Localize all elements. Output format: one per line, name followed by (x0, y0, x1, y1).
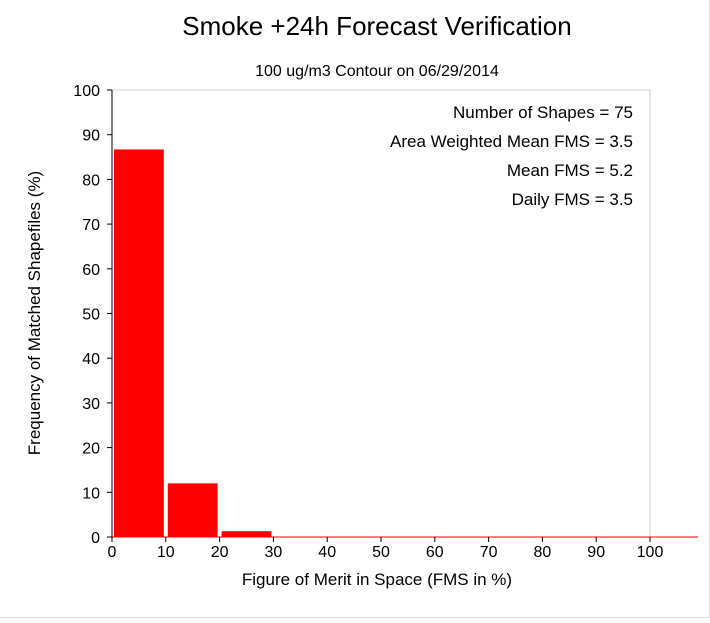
x-tick-label-3: 30 (265, 544, 283, 561)
stat-annotation-0: Number of Shapes = 75 (453, 103, 633, 122)
y-tick-label-3: 30 (82, 396, 100, 413)
x-tick-label-10: 100 (637, 544, 664, 561)
y-tick-label-5: 50 (82, 307, 100, 324)
y-tick-label-4: 40 (82, 351, 100, 368)
x-tick-label-1: 10 (157, 544, 175, 561)
x-tick-label-5: 50 (372, 544, 390, 561)
y-axis-label: Frequency of Matched Shapefiles (%) (25, 171, 44, 455)
bars-layer (112, 149, 698, 538)
x-tick-label-4: 40 (318, 544, 336, 561)
histogram-bar-1 (167, 483, 218, 537)
x-tick-label-6: 60 (426, 544, 444, 561)
chart-title: Smoke +24h Forecast Verification (182, 11, 571, 41)
y-tick-label-6: 60 (82, 262, 100, 279)
y-tick-label-1: 10 (82, 485, 100, 502)
y-tick-label-10: 100 (73, 83, 100, 100)
ticks-layer: 0 10 20 30 40 50 60 70 80 90 100 0 10 20 30 40 50 60 70 80 9… (73, 83, 663, 561)
stat-annotation-2: Mean FMS = 5.2 (507, 161, 633, 180)
histogram-bar-2 (221, 531, 272, 537)
x-tick-label-7: 70 (480, 544, 498, 561)
chart-subtitle: 100 ug/m3 Contour on 06/29/2014 (255, 63, 499, 80)
plot-frame (111, 89, 651, 538)
stat-annotation-1: Area Weighted Mean FMS = 3.5 (390, 132, 633, 151)
x-axis-label: Figure of Merit in Space (FMS in %) (242, 570, 512, 589)
y-tick-label-8: 80 (82, 172, 100, 189)
stats-annotations: Number of Shapes = 75 Area Weighted Mean … (390, 103, 633, 209)
y-tick-label-2: 20 (82, 441, 100, 458)
x-tick-label-2: 20 (211, 544, 229, 561)
y-tick-label-0: 0 (91, 530, 100, 547)
stat-annotation-3: Daily FMS = 3.5 (512, 190, 633, 209)
x-tick-label-0: 0 (108, 544, 117, 561)
x-tick-label-9: 90 (587, 544, 605, 561)
y-tick-label-9: 90 (82, 128, 100, 145)
histogram-bar-0 (114, 149, 164, 538)
x-tick-label-8: 80 (534, 544, 552, 561)
y-tick-label-7: 70 (82, 217, 100, 234)
